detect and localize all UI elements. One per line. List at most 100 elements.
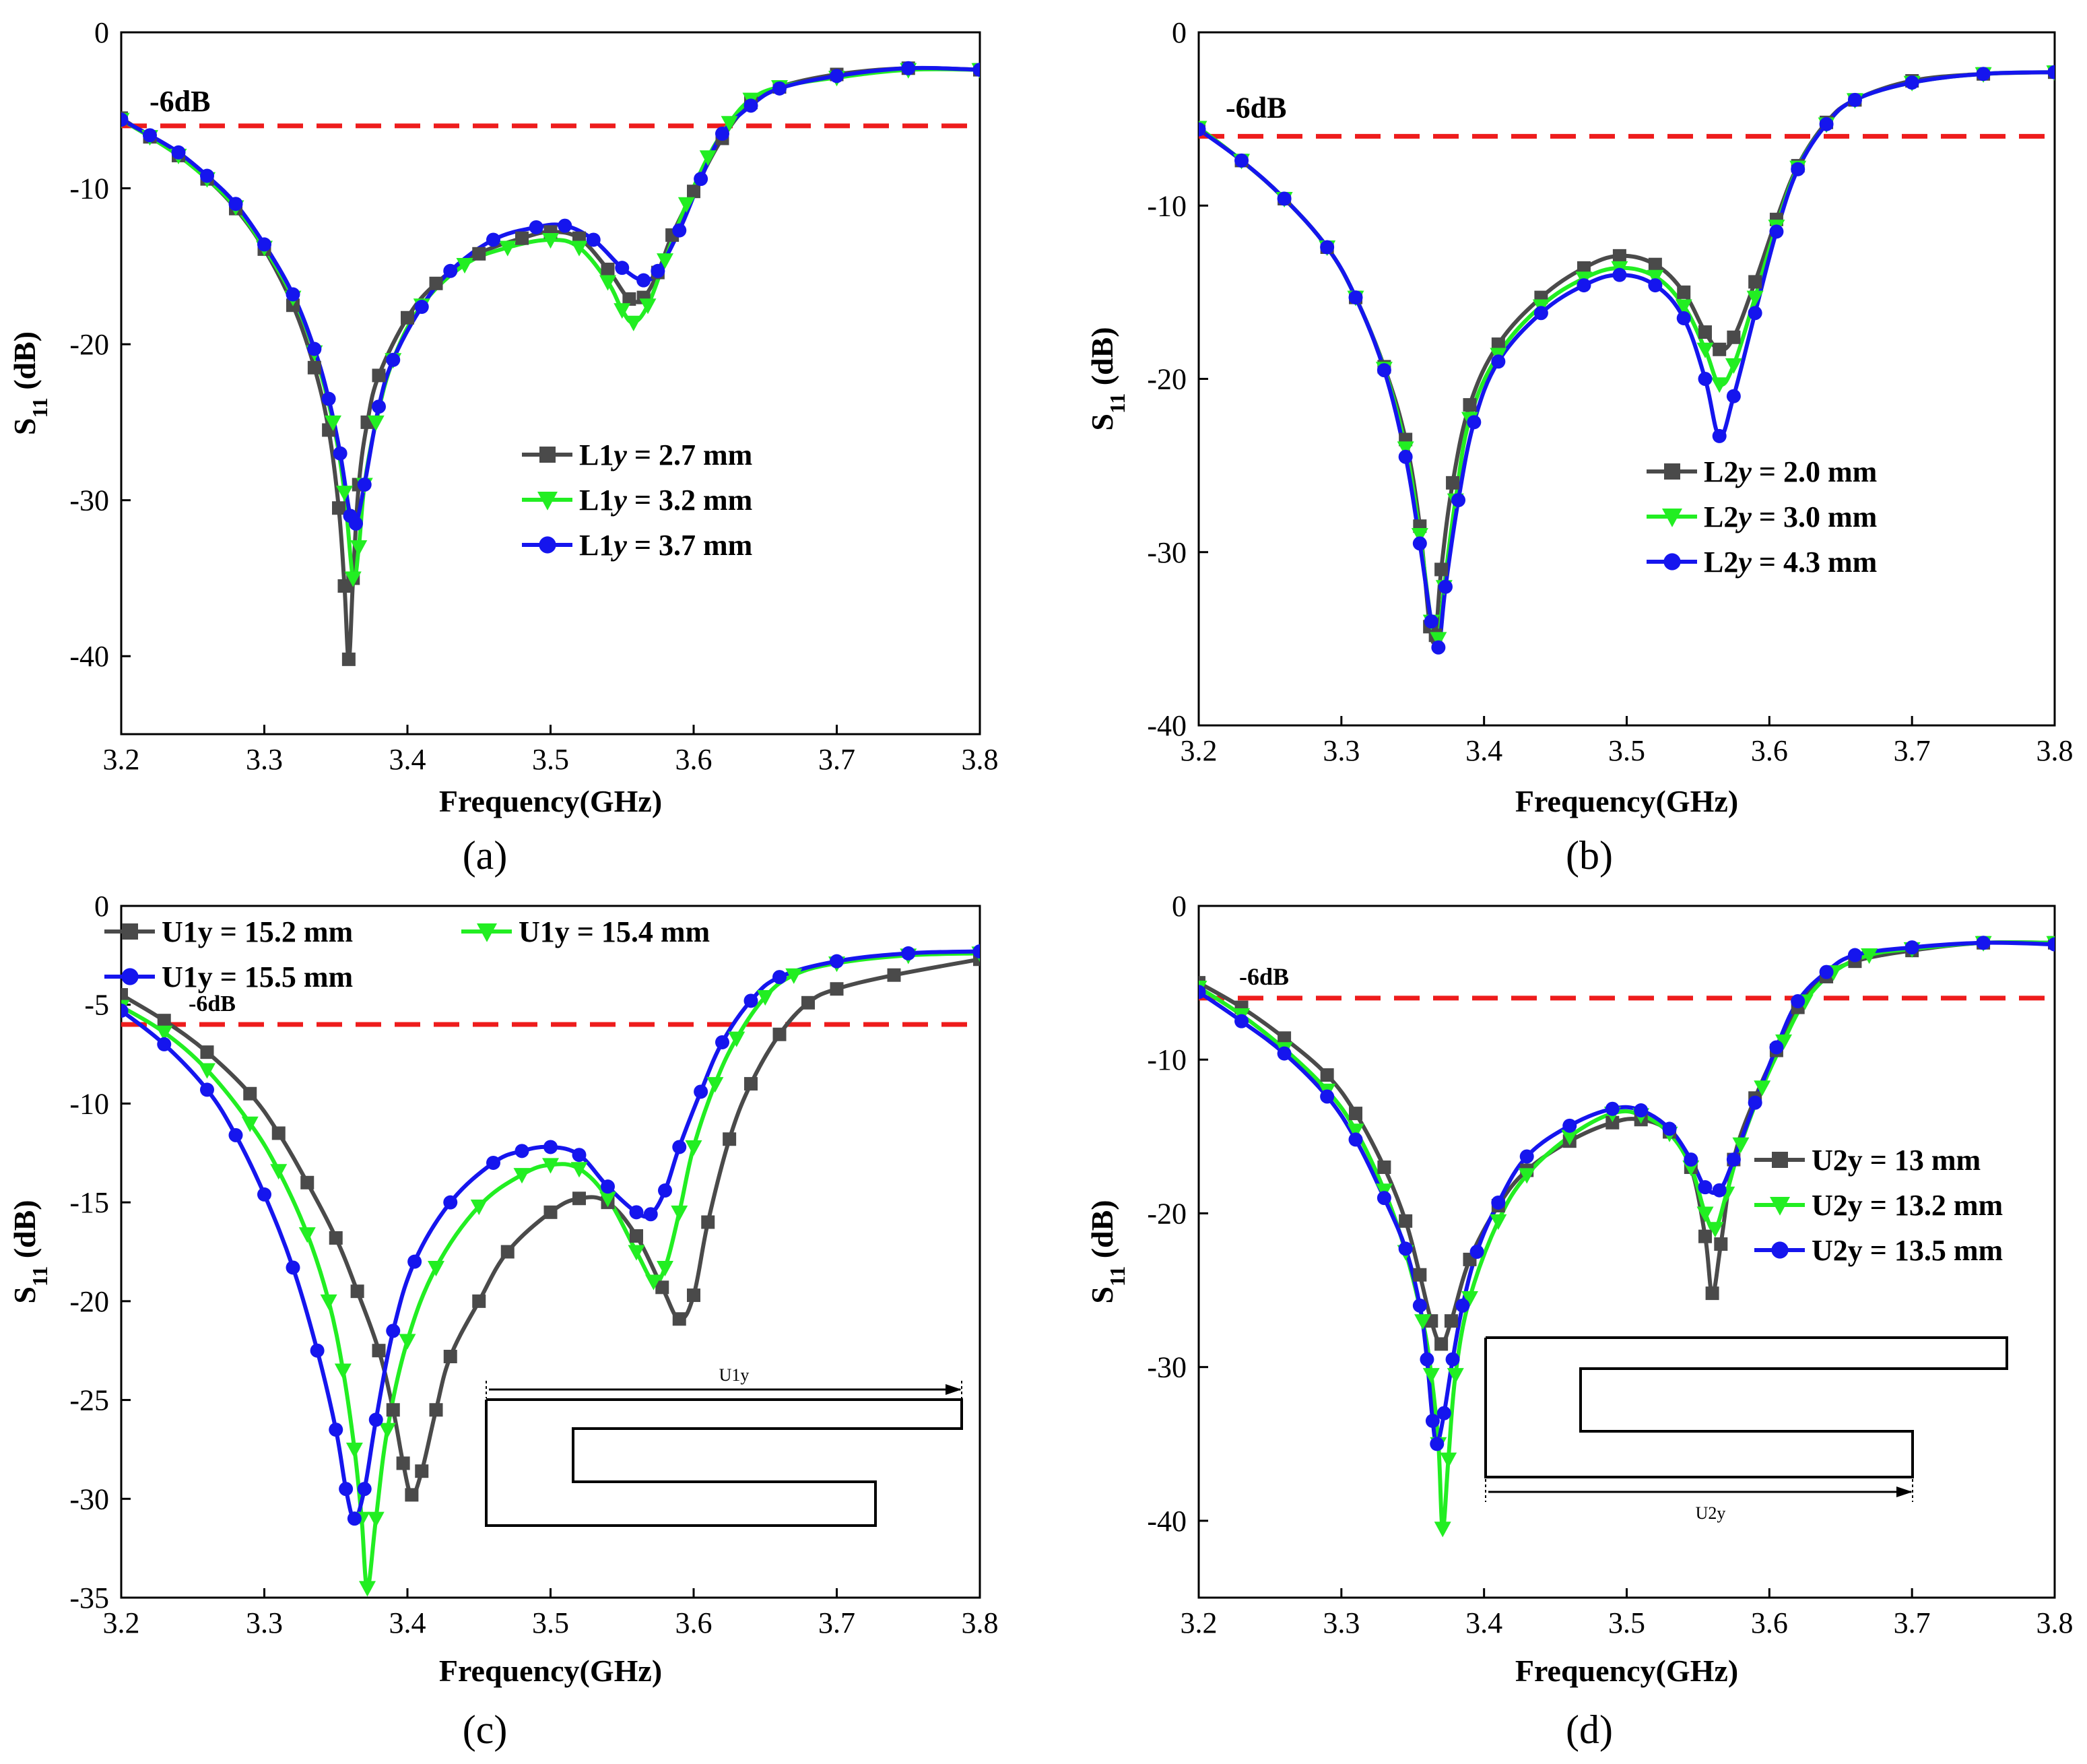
data-point-s2-p8 xyxy=(321,391,336,406)
data-point-s0-p7 xyxy=(307,360,321,374)
data-point-s2-p9 xyxy=(333,446,347,461)
data-point-s2-p21 xyxy=(1726,389,1741,403)
data-point-s2-p25 xyxy=(694,172,708,187)
data-point-s2-p16 xyxy=(515,1144,529,1158)
data-point-s1-p17 xyxy=(499,240,517,257)
data-point-s1-p21 xyxy=(645,1274,662,1291)
data-point-s2-p5 xyxy=(1377,363,1391,378)
data-point-s2-p11 xyxy=(368,1412,383,1427)
y-axis-title: S11 (dB) xyxy=(1085,327,1129,430)
data-point-s1-p20 xyxy=(1711,377,1728,393)
y-axis-title-unit: (dB) xyxy=(1085,327,1119,393)
data-point-s2-p28 xyxy=(772,81,787,96)
data-point-s1-p4 xyxy=(270,1164,288,1180)
data-point-s0-p31 xyxy=(973,952,980,967)
data-point-s0-p16 xyxy=(1612,249,1626,263)
x-tick-label: 3.2 xyxy=(103,1606,140,1639)
x-tick-label: 3.5 xyxy=(532,1606,569,1639)
x-axis-title: Frequency(GHz) xyxy=(439,784,662,818)
data-point-s0-p4 xyxy=(1349,1107,1363,1121)
data-point-s1-p21 xyxy=(614,303,631,319)
data-point-s2-p18 xyxy=(572,1148,587,1163)
data-point-s0-p19 xyxy=(1698,325,1713,339)
data-point-s2-p10 xyxy=(357,1482,372,1497)
reference-line-label: -6dB xyxy=(189,991,236,1016)
inset-meander-shape xyxy=(485,1398,963,1527)
x-tick-label: 3.2 xyxy=(1181,734,1218,767)
panel-b: 3.2 3.3 3.4 3.5 3.6 3.7 3.8 0 -10 -20 -30 -40 Freque… xyxy=(1085,16,2074,878)
y-axis-title-subscript: 11 xyxy=(1105,393,1129,414)
legend-label-2: U2y = 13.5 mm xyxy=(1812,1234,2003,1267)
legend-marker-0 xyxy=(122,923,138,940)
legend-label-part-2: = 2.7 mm xyxy=(627,438,752,471)
legend-label-part-0: U2y = 13 mm xyxy=(1812,1144,1981,1177)
data-point-s0-p20 xyxy=(1705,1286,1719,1301)
data-point-s0-p24 xyxy=(701,1215,715,1229)
series-line-0 xyxy=(121,65,980,661)
x-tick-label: 3.6 xyxy=(1751,1606,1788,1639)
data-point-s2-p4 xyxy=(1348,290,1363,305)
data-point-s1-p20 xyxy=(599,275,616,291)
data-point-s2-p14 xyxy=(386,352,401,367)
data-point-s1-p22 xyxy=(1746,290,1764,306)
data-point-s1-p15 xyxy=(1518,1168,1535,1184)
y-tick-label: -20 xyxy=(1147,363,1187,396)
data-point-s0-p17 xyxy=(1648,257,1662,271)
data-point-s1-p19 xyxy=(599,1191,616,1208)
data-point-s0-p7 xyxy=(1413,1268,1427,1282)
data-point-s0-p18 xyxy=(472,247,486,261)
data-point-s2-p28 xyxy=(830,954,844,969)
data-point-s0-p9 xyxy=(386,1403,400,1417)
data-point-s2-p2 xyxy=(1277,1046,1292,1061)
data-point-s2-p14 xyxy=(1533,306,1548,321)
y-axis-title-symbol: S xyxy=(7,418,42,436)
y-axis-title-subscript: 11 xyxy=(28,1266,52,1286)
y-tick-label: 0 xyxy=(1172,890,1187,923)
data-point-s2-p26 xyxy=(715,127,729,141)
data-point-s0-p9 xyxy=(332,501,345,515)
legend-label-1: U1y = 15.4 mm xyxy=(519,915,710,948)
y-tick-label: 0 xyxy=(94,16,109,49)
legend-label-part-0: U2y = 13.5 mm xyxy=(1812,1234,2003,1267)
legend-label-part-0: U1y = 15.4 mm xyxy=(519,915,710,948)
data-point-s2-p21 xyxy=(1684,1152,1698,1167)
data-point-s1-p10 xyxy=(1434,1522,1451,1538)
data-point-s0-p11 xyxy=(1446,476,1460,490)
legend-label-1: L1y = 3.2 mm xyxy=(579,484,752,517)
data-point-s0-p23 xyxy=(687,1288,700,1303)
series-line-2 xyxy=(121,949,980,1521)
data-point-s1-p8 xyxy=(345,1442,363,1459)
inset-dimension-label: U1y xyxy=(719,1365,750,1385)
series-line-0 xyxy=(1199,70,2055,645)
data-point-s2-p4 xyxy=(257,1187,271,1202)
y-tick-label: -40 xyxy=(1147,709,1187,742)
y-axis-title: S11 (dB) xyxy=(1085,1200,1129,1303)
data-point-s2-p14 xyxy=(443,1195,458,1210)
data-point-s2-p22 xyxy=(658,1183,672,1198)
x-tick-label: 3.7 xyxy=(1894,1606,1931,1639)
data-point-s0-p18 xyxy=(1677,285,1691,299)
data-point-s1-p10 xyxy=(344,571,362,587)
data-point-s1-p10 xyxy=(359,1581,376,1597)
legend-label-part-0: L2 xyxy=(1704,546,1738,579)
y-tick-label: -35 xyxy=(69,1581,109,1614)
data-point-s0-p5 xyxy=(1377,1160,1391,1174)
data-point-s0-p11 xyxy=(341,652,356,666)
data-point-s1-p25 xyxy=(706,1077,724,1093)
legend-label-0: U1y = 15.2 mm xyxy=(162,915,353,948)
data-point-s2-p27 xyxy=(1904,75,1919,90)
data-point-s2-p3 xyxy=(200,168,214,183)
data-point-s2-p24 xyxy=(694,1084,708,1099)
data-point-s2-p11 xyxy=(1451,493,1466,508)
data-point-s2-p10 xyxy=(1430,1437,1445,1451)
reference-line-label: -6dB xyxy=(1226,91,1286,124)
data-point-s2-p13 xyxy=(372,399,386,414)
data-point-s2-p15 xyxy=(1577,278,1591,293)
data-point-s2-p2 xyxy=(171,145,186,160)
data-point-s0-p17 xyxy=(543,1205,558,1219)
data-point-s0-p15 xyxy=(1577,261,1591,275)
legend-label-part-0: U1y = 15.2 mm xyxy=(162,915,353,948)
data-point-s0-p6 xyxy=(1399,1214,1413,1228)
data-point-s0-p15 xyxy=(472,1294,486,1308)
data-point-s1-p5 xyxy=(298,1227,316,1243)
